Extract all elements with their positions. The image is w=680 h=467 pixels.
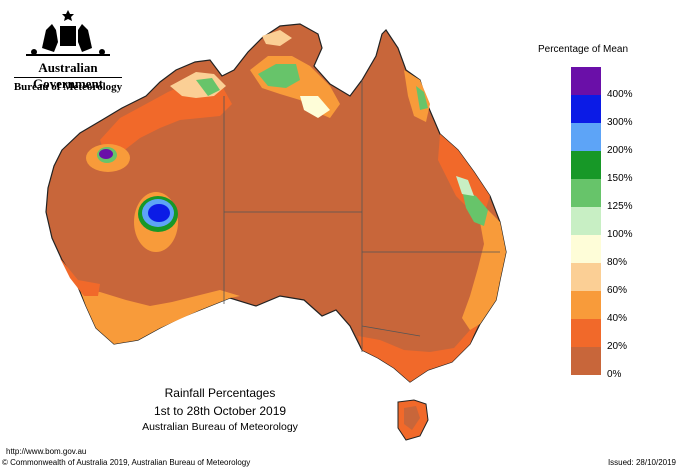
cape-green xyxy=(416,86,428,110)
gulf-light xyxy=(262,30,292,46)
legend-swatch xyxy=(571,235,601,263)
legend-swatch xyxy=(571,179,601,207)
header-divider xyxy=(14,77,122,78)
legend-title: Percentage of Mean xyxy=(538,44,629,55)
legend-swatch xyxy=(571,123,601,151)
legend-swatch xyxy=(571,319,601,347)
bureau-name: Bureau of Meteorology xyxy=(13,81,123,93)
legend-label: 20% xyxy=(607,341,628,352)
top-end-green xyxy=(258,64,300,88)
bom-url-link[interactable]: http://www.bom.gov.au xyxy=(6,447,87,456)
tasmania-core xyxy=(404,406,420,430)
copyright-notice: © Commonwealth of Australia 2019, Austra… xyxy=(2,458,251,467)
queensland-green xyxy=(462,190,488,226)
queensland-coast-band xyxy=(438,134,490,214)
legend-label: 80% xyxy=(607,257,628,268)
legend-swatch xyxy=(571,263,601,291)
south-coast-band-2 xyxy=(60,258,100,296)
legend-swatch xyxy=(571,207,601,235)
legend-swatch xyxy=(571,151,601,179)
southeast-band xyxy=(358,320,480,382)
kimberley-band xyxy=(100,80,232,158)
queensland-light xyxy=(456,176,474,196)
map-title: Rainfall Percentages xyxy=(164,386,276,400)
kimberley-green xyxy=(196,78,220,96)
top-end-light xyxy=(300,96,330,118)
legend-label: 0% xyxy=(607,369,622,380)
legend-label: 100% xyxy=(607,229,633,240)
east-coast-band xyxy=(462,210,506,330)
central-spot-blue xyxy=(148,204,170,222)
legend-swatch xyxy=(571,95,601,123)
issued-date: Issued: 28/10/2019 xyxy=(607,458,676,467)
legend-swatch xyxy=(571,291,601,319)
legend-swatch xyxy=(571,347,601,375)
state-borders xyxy=(223,80,500,352)
legend-label: 200% xyxy=(607,145,633,156)
legend-label: 400% xyxy=(607,89,633,100)
legend-color-bar xyxy=(571,67,601,375)
government-name: Australian Government xyxy=(32,60,104,91)
legend-label: 40% xyxy=(607,313,628,324)
south-coast-band xyxy=(80,290,240,344)
west-spot-purple xyxy=(99,149,113,159)
legend-label: 300% xyxy=(607,117,633,128)
map-source: Australian Bureau of Meteorology xyxy=(142,421,298,433)
legend-label: 125% xyxy=(607,201,633,212)
legend-label: 60% xyxy=(607,285,628,296)
legend-swatch xyxy=(571,67,601,95)
legend-label: 150% xyxy=(607,173,633,184)
map-period: 1st to 28th October 2019 xyxy=(153,404,287,418)
coat-of-arms-logo xyxy=(26,10,110,56)
